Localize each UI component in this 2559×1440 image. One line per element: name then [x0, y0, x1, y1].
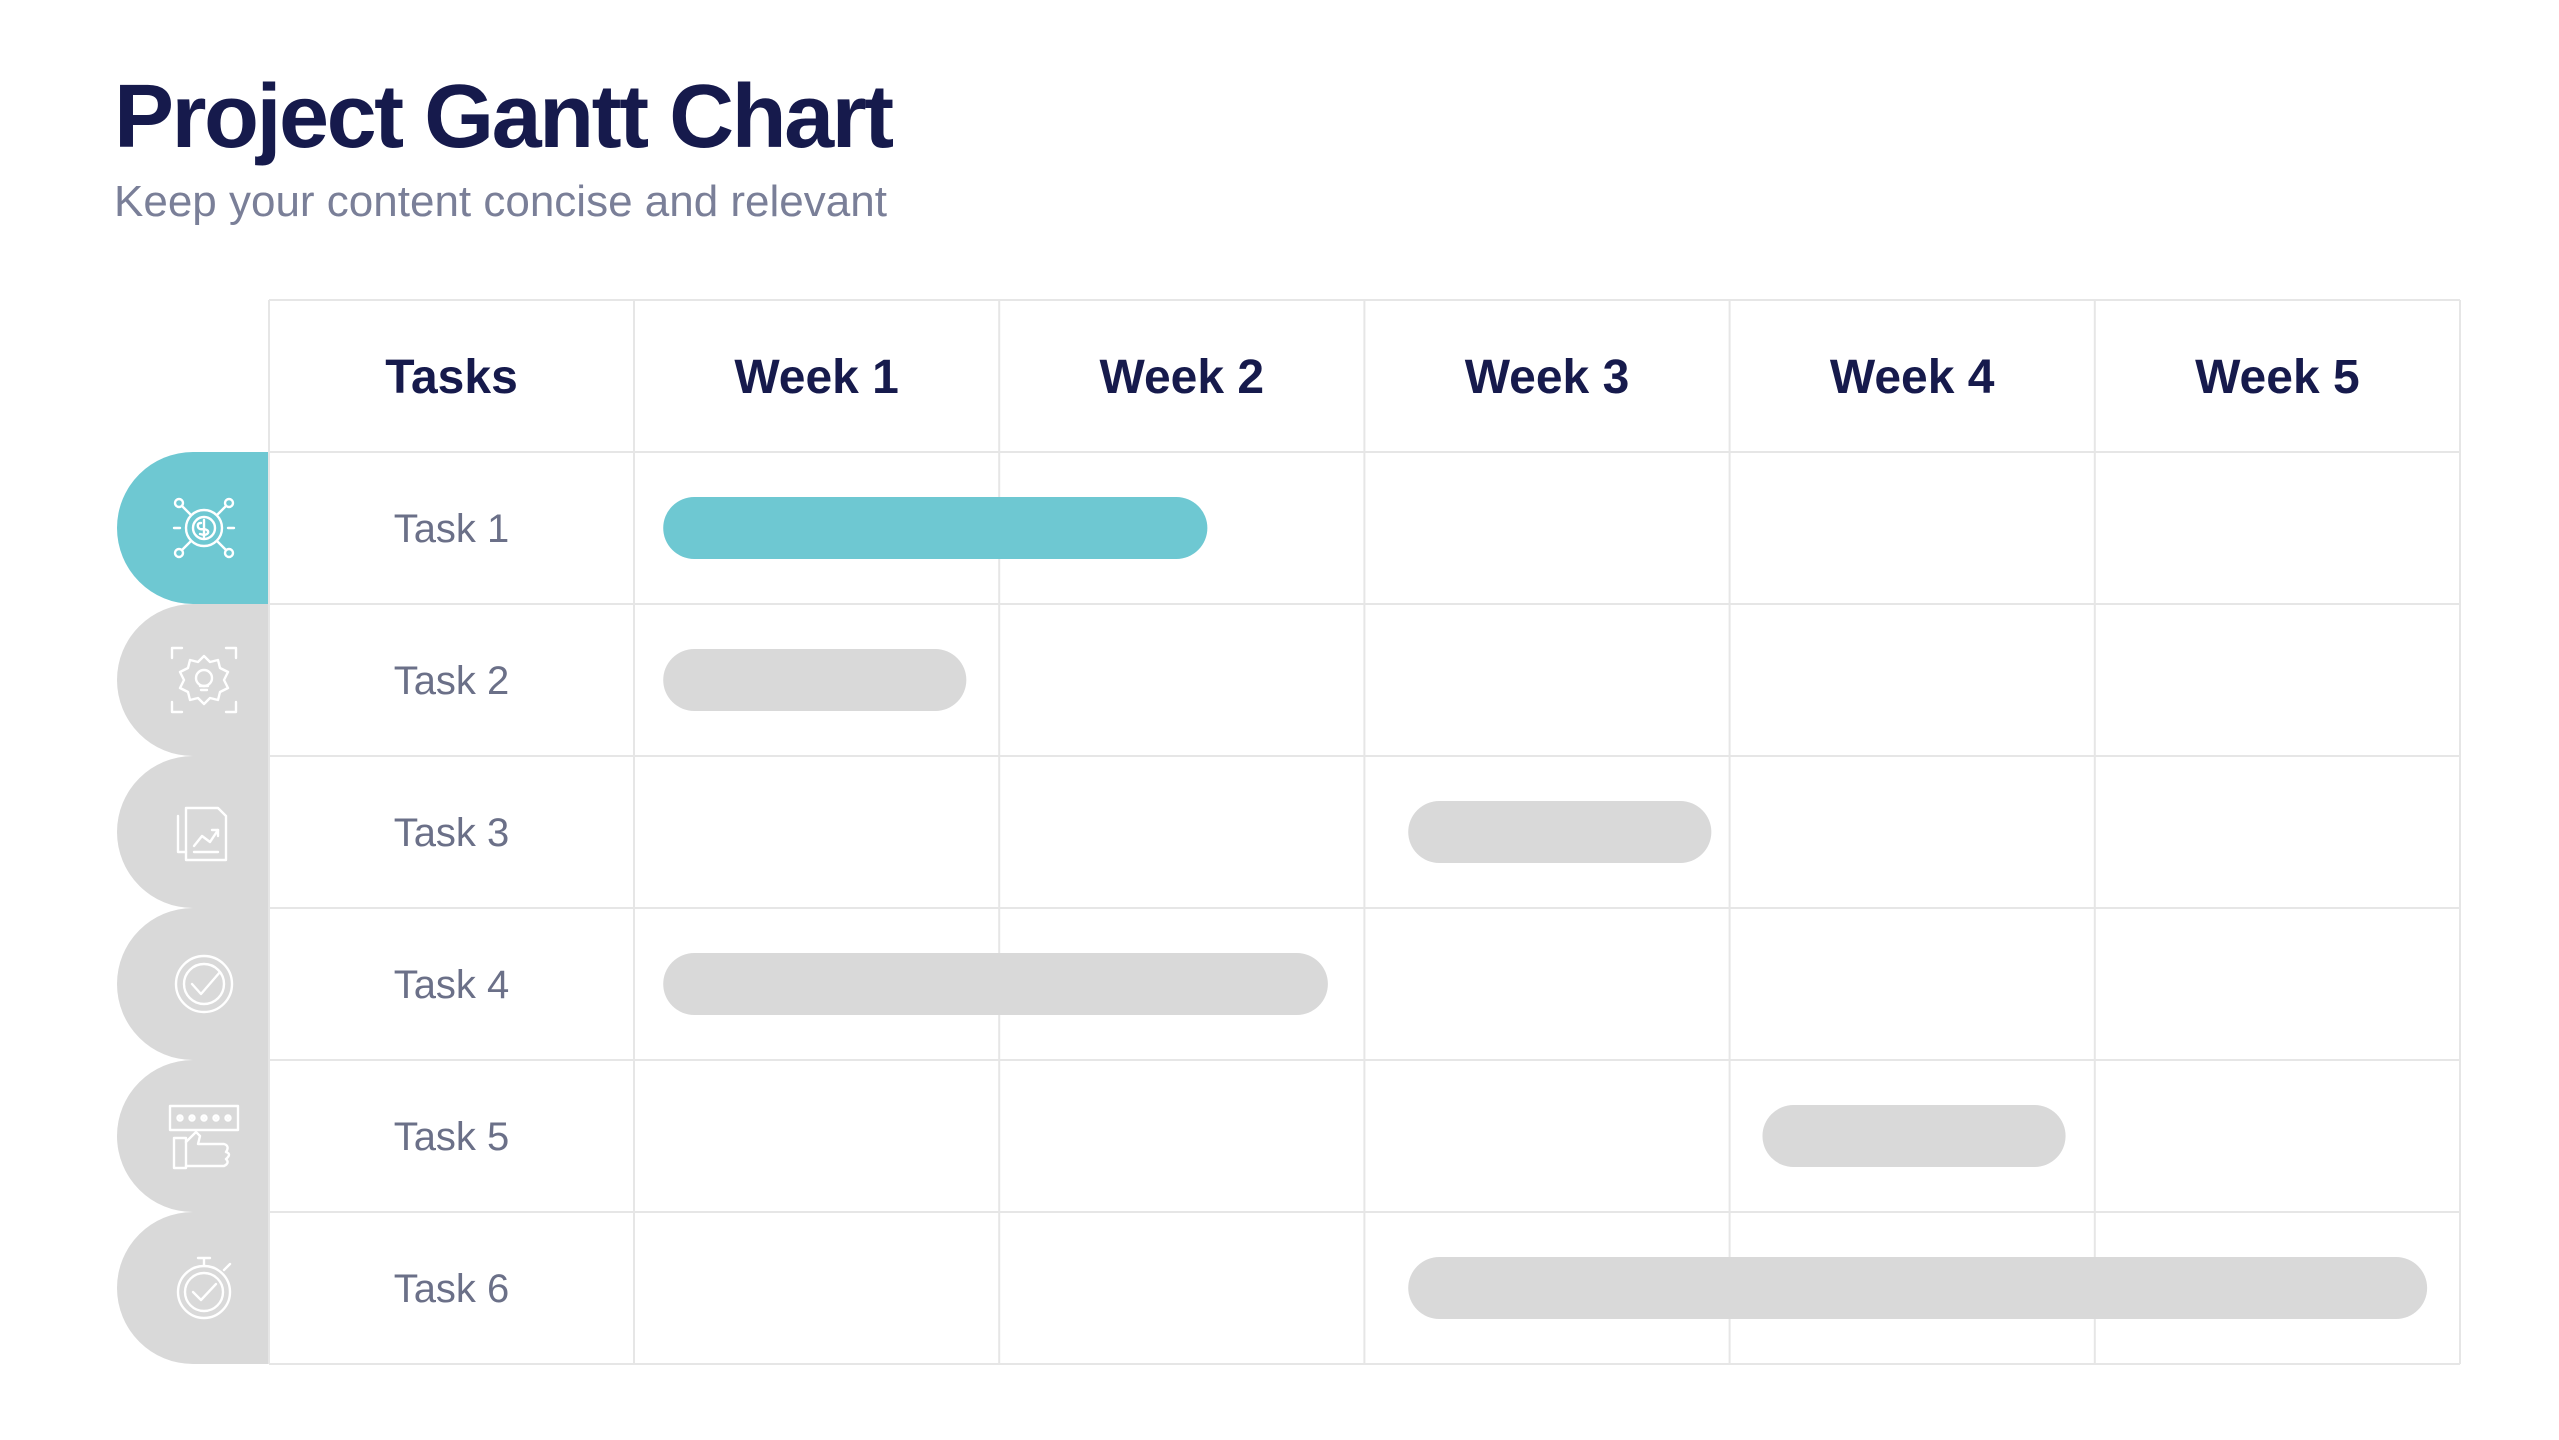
- lightbulb-gear-icon: [170, 646, 238, 714]
- task-bar[interactable]: [663, 497, 1208, 559]
- task-label: Task 2: [394, 659, 510, 703]
- task-label: Task 1: [394, 507, 510, 551]
- thumbs-up-rating-icon: [168, 1104, 240, 1170]
- task-tab-6: [117, 1212, 269, 1364]
- column-header-week-3: Week 3: [1465, 351, 1630, 404]
- page-subtitle: Keep your content concise and relevant: [114, 177, 887, 226]
- task-bar[interactable]: [1408, 1257, 2428, 1319]
- column-header-week-5: Week 5: [2195, 351, 2360, 404]
- task-bar[interactable]: [1408, 801, 1712, 863]
- task-label: Task 4: [394, 963, 510, 1007]
- task-bar[interactable]: [1762, 1105, 2066, 1167]
- column-header-week-4: Week 4: [1830, 351, 1995, 404]
- page-title: Project Gantt Chart: [114, 67, 894, 167]
- check-circle-icon: [174, 954, 234, 1014]
- task-label: Task 5: [394, 1115, 510, 1159]
- column-header-week-2: Week 2: [1100, 351, 1265, 404]
- task-bar[interactable]: [663, 953, 1328, 1015]
- stopwatch-check-icon: [176, 1256, 232, 1320]
- dollar-gear-icon: [172, 497, 236, 559]
- document-chart-icon: [176, 806, 228, 862]
- task-label: Task 6: [394, 1267, 510, 1311]
- task-tab-2: [117, 604, 269, 756]
- column-header-tasks: Tasks: [385, 351, 518, 404]
- task-bar[interactable]: [663, 649, 967, 711]
- task-label: Task 3: [394, 811, 510, 855]
- column-header-week-1: Week 1: [734, 351, 899, 404]
- task-tab-3: [117, 756, 269, 908]
